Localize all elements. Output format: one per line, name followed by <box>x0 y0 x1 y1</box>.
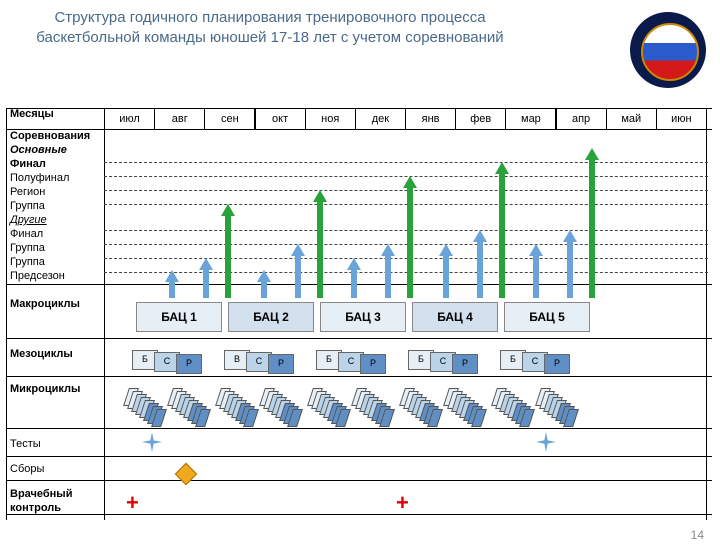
row-label: Макроциклы <box>10 298 80 310</box>
month-cell: май <box>606 108 657 130</box>
month-cell: янв <box>405 108 456 130</box>
arrow-green <box>316 190 324 298</box>
arrow-blue <box>260 270 268 298</box>
month-cell: фев <box>455 108 506 130</box>
macrocycle-block: БАЦ 1 <box>136 302 222 332</box>
arrow-green <box>498 162 506 298</box>
row-label: Предсезон <box>10 270 65 282</box>
row-label: Врачебный <box>10 488 72 500</box>
row-label: Финал <box>10 228 43 240</box>
medical-cross-icon: + <box>126 490 139 516</box>
mesocycle-box: Р <box>544 354 570 374</box>
planning-diagram: Месяцы Соревнования Основные Финал Полуфинал… <box>6 108 712 520</box>
month-cell: окт <box>255 108 306 130</box>
month-cell: сен <box>204 108 255 130</box>
row-label: Основные <box>10 144 67 156</box>
macrocycle-block: БАЦ 2 <box>228 302 314 332</box>
arrow-blue <box>476 230 484 298</box>
macrocycle-block: БАЦ 5 <box>504 302 590 332</box>
row-label: Микроциклы <box>10 383 80 395</box>
mesocycle-box: Р <box>452 354 478 374</box>
row-label: Месяцы <box>10 108 54 120</box>
camp-diamond-icon <box>175 463 198 486</box>
medical-cross-icon: + <box>396 490 409 516</box>
mesocycle-box: Р <box>176 354 202 374</box>
arrow-blue <box>168 270 176 298</box>
arrow-blue <box>566 230 574 298</box>
arrow-blue <box>384 244 392 298</box>
arrow-blue <box>442 244 450 298</box>
macrocycle-block: БАЦ 4 <box>412 302 498 332</box>
month-cell: дек <box>355 108 406 130</box>
row-label: Мезоциклы <box>10 348 73 360</box>
federation-logo-icon <box>630 12 706 88</box>
month-cell: июл <box>104 108 155 130</box>
row-label: Группа <box>10 256 45 268</box>
arrow-blue <box>350 258 358 298</box>
arrow-green <box>406 176 414 298</box>
page-title: Структура годичного планирования трениро… <box>20 8 520 47</box>
month-cell: ноя <box>305 108 356 130</box>
arrow-blue <box>202 258 210 298</box>
macrocycle-block: БАЦ 3 <box>320 302 406 332</box>
arrow-blue <box>294 244 302 298</box>
month-cell: апр <box>556 108 607 130</box>
mesocycle-box: Р <box>268 354 294 374</box>
month-cell: июн <box>656 108 707 130</box>
month-cell: авг <box>154 108 205 130</box>
row-label: Тесты <box>10 438 41 450</box>
row-label: Полуфинал <box>10 172 69 184</box>
arrow-blue <box>532 244 540 298</box>
row-label: Другие <box>10 214 47 226</box>
row-label: Сборы <box>10 463 44 475</box>
row-label: Группа <box>10 200 45 212</box>
row-label: Регион <box>10 186 45 198</box>
row-label: контроль <box>10 502 61 514</box>
mesocycle-box: Р <box>360 354 386 374</box>
row-label: Группа <box>10 242 45 254</box>
month-cell: мар <box>505 108 556 130</box>
row-label: Соревнования <box>10 130 90 142</box>
row-label: Финал <box>10 158 46 170</box>
arrow-green <box>588 148 596 298</box>
arrow-green <box>224 204 232 298</box>
